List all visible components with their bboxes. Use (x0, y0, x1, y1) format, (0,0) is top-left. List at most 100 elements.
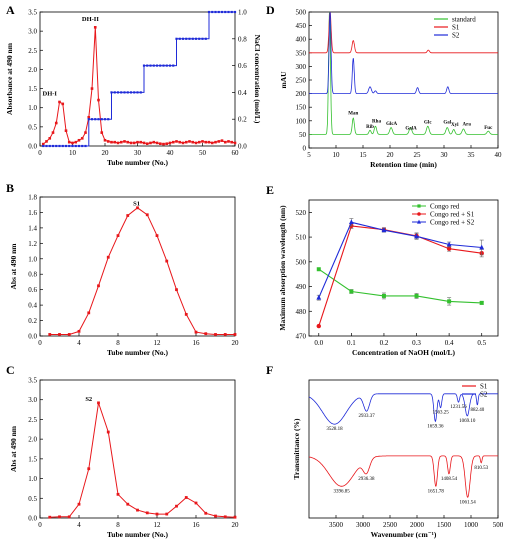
data-point (191, 37, 194, 40)
y-tick-label: 1.6 (28, 209, 37, 217)
y2-tick-label: 0.2 (238, 116, 247, 124)
data-point (139, 140, 143, 144)
data-point (71, 141, 74, 145)
data-point (230, 10, 233, 14)
data-point (184, 312, 188, 316)
data-point (198, 37, 201, 40)
data-point (142, 141, 146, 145)
plot-frame (39, 11, 236, 147)
x-tick-label: 1500 (437, 521, 452, 529)
data-point (145, 213, 149, 217)
data-point (233, 10, 237, 14)
data-point (77, 329, 81, 333)
data-point (126, 502, 130, 506)
y-tick-label: 450 (296, 22, 307, 30)
data-point (84, 131, 87, 134)
peak-label: DH-I (43, 90, 58, 97)
data-point (41, 142, 45, 146)
y-tick-label: 1.4 (28, 224, 37, 232)
y2-axis-label: NaCl concentration (mol/L) (253, 35, 262, 124)
data-point (55, 144, 58, 148)
data-point (204, 511, 208, 515)
data-point (159, 64, 162, 67)
data-point (417, 212, 421, 216)
data-point (230, 140, 234, 144)
x-tick-label: 16 (193, 521, 201, 529)
y-tick-label: 1.0 (28, 104, 37, 112)
y-tick-label: 0.0 (28, 515, 37, 523)
data-point (446, 246, 452, 251)
data-point (168, 141, 172, 145)
data-point (139, 91, 142, 94)
x-tick-label: 12 (154, 339, 162, 347)
chart-panel-f: F 3500 3000 2500 2000 1500 1000 500 Wavenumber (… (266, 363, 504, 539)
data-point (233, 515, 237, 519)
data-point (126, 140, 130, 144)
data-point (51, 131, 55, 134)
y-tick-label: 2.5 (28, 416, 37, 424)
data-point (191, 140, 195, 144)
plot-frame (308, 379, 499, 519)
data-point (447, 299, 452, 304)
data-point (217, 10, 220, 14)
y2-tick-label: 0.8 (238, 35, 247, 43)
x-tick-label: 10 (333, 151, 341, 159)
panel-letter: D (266, 3, 275, 17)
data-point (217, 140, 221, 143)
peak-label: 1069.10 (459, 419, 476, 424)
x-tick-label: 0 (38, 149, 42, 157)
data-point (97, 401, 100, 405)
data-point (185, 37, 188, 40)
data-point (129, 91, 133, 94)
peak-label: 1231.56 (450, 405, 467, 410)
data-point (119, 140, 123, 144)
data-point (168, 64, 172, 67)
data-point (184, 140, 188, 144)
data-point (172, 64, 175, 67)
y-tick-label: 510 (296, 234, 307, 242)
data-point (201, 37, 204, 40)
x-tick-label: 5 (307, 151, 311, 159)
x-tick-label: 2500 (383, 521, 398, 529)
data-point (223, 140, 227, 144)
peak-label: S1 (133, 200, 140, 207)
peak-label: Rha (372, 120, 381, 125)
data-point (136, 140, 139, 144)
data-point (87, 118, 90, 121)
x-axis-label: Retention time (min) (370, 160, 437, 169)
chromatogram-line (309, 12, 498, 54)
y2-tick-label: 0.4 (238, 89, 247, 97)
x-tick-label: 40 (167, 149, 175, 157)
y-tick-label: 520 (296, 209, 307, 217)
data-point (414, 293, 419, 298)
data-point (316, 323, 321, 329)
data-point (417, 219, 421, 224)
data-point (175, 504, 178, 508)
data-point (58, 333, 61, 336)
data-point (417, 204, 421, 208)
y-tick-label: 1.0 (28, 475, 37, 483)
data-point (74, 140, 78, 144)
data-point (220, 10, 224, 14)
plot-frame (39, 196, 236, 337)
data-point (381, 227, 387, 233)
peak-label: Fuc (484, 126, 493, 131)
data-point (81, 144, 84, 148)
data-point (107, 118, 110, 121)
y-tick-label: 500 (296, 258, 307, 266)
data-point (155, 141, 159, 145)
y-tick-label: 400 (296, 36, 307, 44)
y-tick-label: 0.0 (28, 143, 37, 151)
legend-label: S2 (452, 32, 460, 40)
data-point (207, 10, 211, 14)
data-point (58, 100, 61, 104)
data-point (116, 91, 120, 94)
series-line (318, 268, 482, 304)
data-point (77, 144, 81, 148)
x-tick-label: 30 (134, 149, 142, 157)
data-point (48, 333, 52, 336)
x-tick-label: 25 (414, 151, 422, 159)
x-tick-label: 0 (38, 339, 42, 347)
data-point (210, 141, 214, 145)
x-tick-label: 1000 (464, 521, 479, 529)
